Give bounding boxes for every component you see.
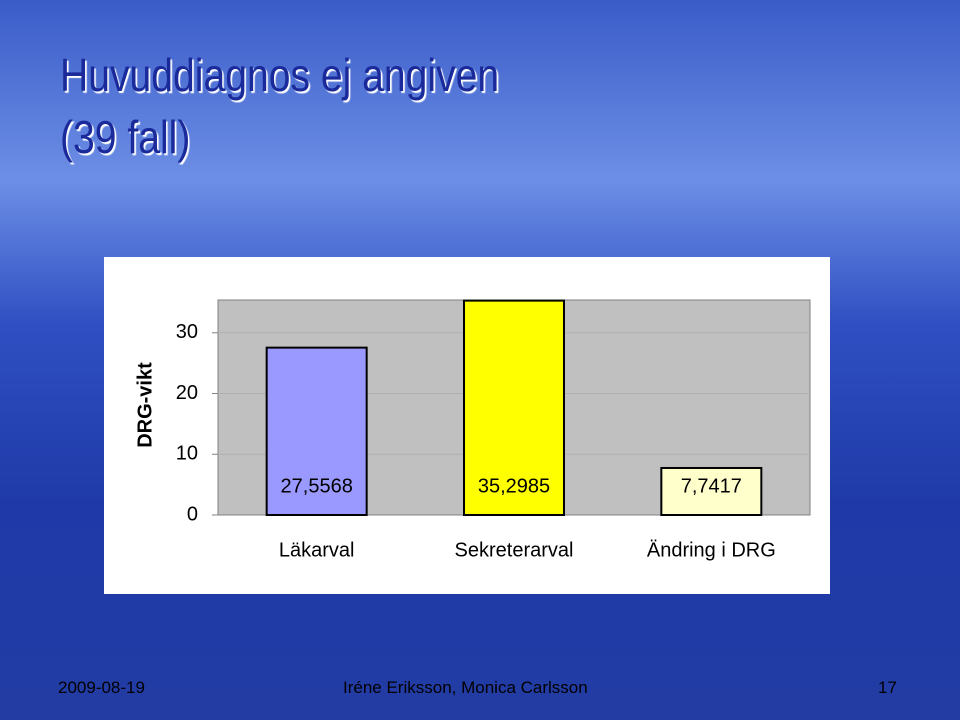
footer-date: 2009-08-19: [58, 678, 145, 697]
x-tick-label: Ändring i DRG: [647, 539, 776, 561]
bar: [660, 466, 763, 516]
bar: [265, 346, 368, 516]
data-label: 7,7417: [681, 475, 742, 497]
x-tick-label: Läkarval: [279, 539, 355, 561]
x-tick-label: Sekreterarval: [455, 539, 574, 561]
y-tick-label: 30: [176, 321, 198, 343]
y-tick-label: 20: [176, 382, 198, 404]
y-axis-label: DRG-vikt: [134, 362, 156, 448]
slide-title: (39 fall): [60, 111, 191, 163]
y-tick-label: 0: [187, 503, 198, 525]
bar: [463, 299, 565, 516]
footer-authors: Iréne Eriksson, Monica Carlsson: [343, 678, 588, 697]
y-tick-label: 10: [176, 443, 198, 465]
data-label: 35,2985: [478, 475, 550, 497]
data-label: 27,5568: [281, 475, 353, 497]
footer-page: 17: [878, 678, 897, 697]
slide-title: Huvuddiagnos ej angiven: [60, 49, 500, 101]
